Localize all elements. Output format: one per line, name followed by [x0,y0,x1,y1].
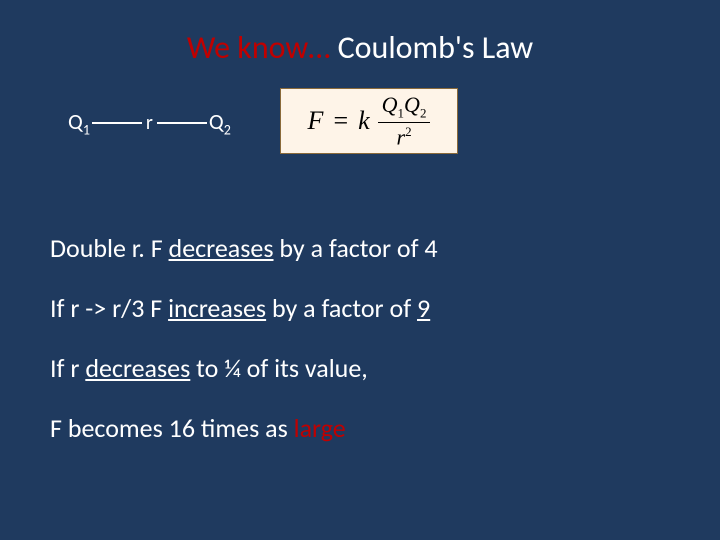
formula-equals: = [333,106,348,136]
l4-large: large [294,412,346,444]
l1-decreases: decreases [169,232,274,264]
line-3: If r decreases to ¼ of its value, [50,352,670,384]
l2-nine: 9 [417,292,430,324]
formula-lhs: F [308,106,324,136]
charge-diagram: Q1 r Q2 [68,108,231,138]
formula-numerator: Q1Q2 [378,94,431,122]
l1-part-c: by a factor of 4 [274,232,438,264]
q1-subscript: 1 [83,121,90,138]
distance-label: r [146,111,153,135]
slide-title: We know… Coulomb's Law [0,28,720,67]
charge-q1: Q1 [68,108,90,138]
title-main: Coulomb's Law [338,28,534,67]
l2-increases: increases [168,292,266,324]
num-s2: 2 [420,106,427,121]
line-4: F becomes 16 times as large [50,412,670,444]
q1-symbol: Q [68,108,83,135]
line-1: Double r. F decreases by a factor of 4 [50,232,670,264]
den-r: r [397,124,406,149]
q2-subscript: 2 [224,121,231,138]
title-prefix: We know… [187,28,338,67]
line-2: If r -> r/3 F increases by a factor of 9 [50,292,670,324]
charge-q2: Q2 [209,108,231,138]
num-q1: Q [382,92,398,117]
l3-part-a: If r [50,352,85,384]
formula-k: k [358,106,370,136]
l4-part-a: F becomes 16 times as [50,412,294,444]
line-segment-left [92,122,142,124]
num-q2: Q [404,92,420,117]
l1-part-a: Double r. F [50,232,169,264]
q2-symbol: Q [209,108,224,135]
formula-fraction: Q1Q2 r2 [378,94,431,148]
l3-part-c: to ¼ of its value, [190,352,367,384]
l3-decreases: decreases [85,352,190,384]
body-text: Double r. F decreases by a factor of 4 I… [50,232,670,472]
l2-part-c: by a factor of [266,292,417,324]
l2-part-a: If r -> r/3 F [50,292,168,324]
formula-denominator: r2 [397,123,412,148]
den-power: 2 [405,124,412,139]
line-segment-right [157,122,207,124]
coulomb-formula: F = k Q1Q2 r2 [280,88,458,154]
